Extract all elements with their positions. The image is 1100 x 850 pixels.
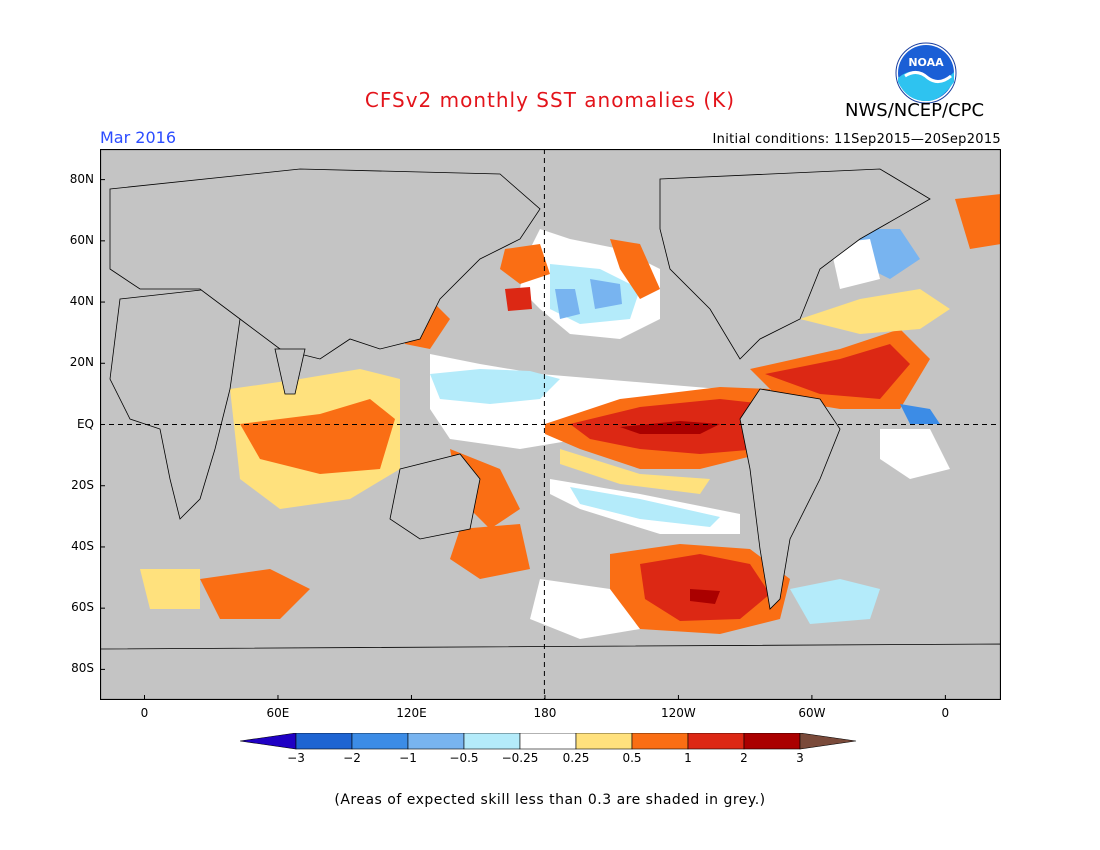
lon-tick-label: 60E <box>266 706 290 720</box>
anomaly-tasman-orange <box>450 524 530 579</box>
anomaly-southern-ocean-white <box>530 579 640 639</box>
landmass-antarctica <box>100 643 1001 700</box>
lat-tick-label: 20S <box>71 477 94 492</box>
colorbar-segment <box>295 733 353 750</box>
anomaly-north-pacific-blue-2 <box>590 279 622 309</box>
colorbar <box>240 733 857 750</box>
anomaly-north-pacific-blue <box>555 289 580 319</box>
anomaly-south-indian-yellow <box>140 569 200 609</box>
colorbar-segment <box>351 733 409 750</box>
anomaly-south-atlantic-white <box>880 429 950 479</box>
anomaly-kamchatka-orange <box>500 244 550 284</box>
anomaly-se-pacific-red <box>640 554 770 621</box>
anomaly-southern-ocean-blue <box>790 579 880 624</box>
lat-tick-label: 60S <box>71 600 94 615</box>
forecast-month: Mar 2016 <box>100 128 176 147</box>
lat-tick-label: EQ <box>76 416 94 431</box>
initial-conditions: Initial conditions: 11Sep2015—20Sep2015 <box>712 132 1001 147</box>
colorbar-segment <box>687 733 745 750</box>
landmass-eurasia <box>109 168 541 360</box>
colorbar-segment <box>631 733 689 750</box>
lat-tick-label: 20N <box>69 355 94 370</box>
lat-tick-label: 80S <box>71 661 94 676</box>
colorbar-upper-triangle <box>799 733 857 750</box>
anomaly-gulf-alaska-orange <box>610 239 660 299</box>
lon-tick-label: 0 <box>941 706 950 720</box>
skill-note: (Areas of expected skill less than 0.3 a… <box>334 792 766 808</box>
anomaly-europe-orange <box>955 194 1001 249</box>
colorbar-tick-label: 3 <box>796 751 804 765</box>
lon-tick-label: 120E <box>396 706 427 720</box>
anomaly-south-indian-orange <box>200 569 310 619</box>
anomaly-north-atlantic-yellow <box>800 289 950 334</box>
anomaly-gulf-guinea-blue <box>900 404 940 424</box>
colorbar-segment <box>463 733 521 750</box>
lon-tick-label: 60W <box>798 706 826 720</box>
lat-tick-label: 80N <box>69 171 94 186</box>
anomaly-se-pacific-darkred <box>690 589 720 604</box>
lon-tick-label: 120W <box>661 706 696 720</box>
anomaly-tropical-atlantic-red <box>765 344 910 399</box>
colorbar-tick-label: −2 <box>343 751 361 765</box>
colorbar-tick-label: −1 <box>399 751 417 765</box>
landmass-north-america <box>659 168 931 360</box>
landmass-australia <box>389 453 481 540</box>
colorbar-tick-label: 0.25 <box>562 751 590 765</box>
lon-tick-label: 180 <box>533 706 557 720</box>
colorbar-tick-label: −3 <box>287 751 305 765</box>
colorbar-segment <box>575 733 633 750</box>
lat-tick-label: 40N <box>69 294 94 309</box>
noaa-logo: NOAA <box>895 42 957 104</box>
colorbar-segment <box>743 733 801 750</box>
agency-label: NWS/NCEP/CPC <box>845 100 985 121</box>
colorbar-tick-label: −0.25 <box>501 751 539 765</box>
anomaly-north-pacific-red <box>505 287 532 311</box>
colorbar-segment <box>519 733 577 750</box>
lat-tick-label: 40S <box>71 538 94 553</box>
lat-tick-label: 60N <box>69 232 94 247</box>
colorbar-tick-label: 1 <box>684 751 692 765</box>
anomaly-west-pacific-lightblue <box>430 369 560 404</box>
lon-tick-label: 0 <box>140 706 149 720</box>
colorbar-tick-label: 0.5 <box>622 751 642 765</box>
logo-text: NOAA <box>908 56 944 69</box>
sst-anomaly-map <box>100 149 1001 700</box>
colorbar-tick-label: 2 <box>740 751 748 765</box>
anomaly-nino-yellow-fringe <box>560 449 710 494</box>
colorbar-lower-triangle <box>240 733 297 750</box>
colorbar-tick-label: −0.5 <box>449 751 479 765</box>
anomaly-indian-orange <box>240 399 395 474</box>
landmass-south-america <box>739 388 841 610</box>
anomaly-south-pacific-blue <box>570 487 720 527</box>
continents <box>100 168 1001 700</box>
colorbar-segment <box>407 733 465 750</box>
landmass-india <box>274 348 306 395</box>
map-title: CFSv2 monthly SST anomalies (K) <box>364 88 736 112</box>
